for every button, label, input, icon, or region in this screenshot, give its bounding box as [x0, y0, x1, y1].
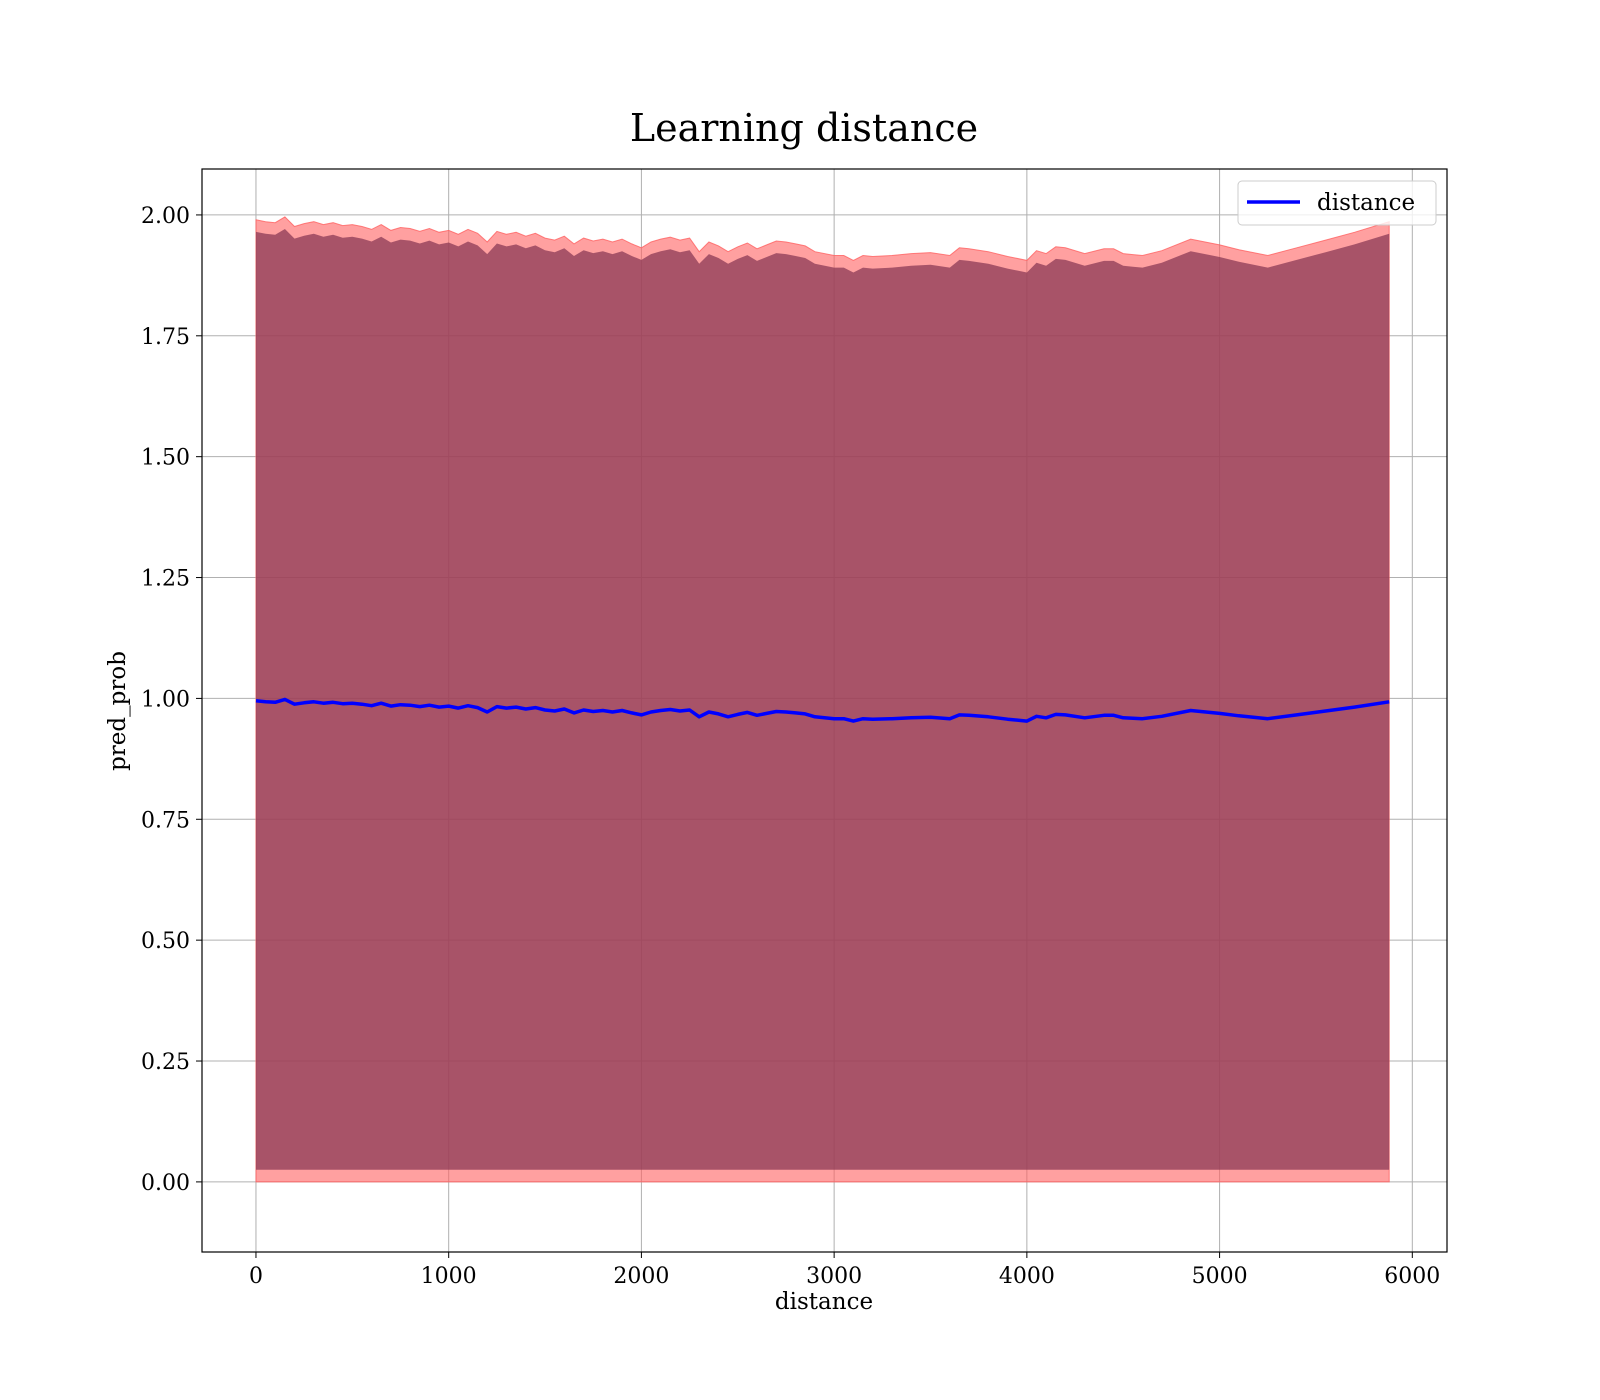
y-tick-label: 0.50 [141, 929, 190, 954]
inner-band [256, 229, 1390, 1170]
y-tick-label: 1.25 [141, 567, 190, 592]
plot-frame [201, 168, 1448, 1253]
x-tick-label: 6000 [1384, 1264, 1440, 1289]
x-tick-label: 3000 [806, 1264, 862, 1289]
y-tick-label: 1.75 [141, 325, 190, 350]
legend-frame [1237, 180, 1437, 226]
series-line-distance [255, 697, 1390, 723]
confidence-bands [255, 216, 1390, 1183]
x-axis-label: distance [775, 1289, 873, 1315]
x-tick-label: 1000 [421, 1264, 477, 1289]
legend-label: distance [1317, 190, 1415, 216]
x-axis-ticks: 0 1000 2000 3000 4000 5000 6000 [249, 1252, 1440, 1289]
y-tick-label: 1.50 [141, 446, 190, 471]
y-tick-label: 2.00 [141, 204, 190, 229]
x-tick-label: 4000 [999, 1264, 1055, 1289]
y-tick-label: 0.75 [141, 808, 190, 833]
y-tick-label: 1.00 [141, 687, 190, 712]
y-axis-ticks: 0.00 0.25 0.50 0.75 1.00 1.25 1.50 1.75 2.00 [141, 204, 202, 1196]
y-tick-label: 0.25 [141, 1050, 190, 1075]
y-axis-label: pred_prob [105, 651, 131, 771]
x-tick-label: 5000 [1192, 1264, 1248, 1289]
legend: distance [1237, 180, 1437, 226]
series-lines [255, 697, 1390, 723]
y-tick-label: 0.00 [141, 1171, 190, 1196]
x-tick-label: 0 [249, 1264, 263, 1289]
chart-title: Learning distance [630, 106, 978, 150]
x-tick-label: 2000 [613, 1264, 669, 1289]
